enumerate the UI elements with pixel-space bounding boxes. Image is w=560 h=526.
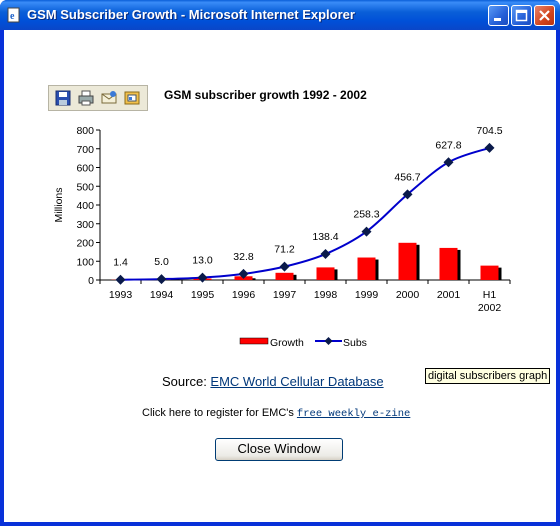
- subs-line: [120, 146, 490, 281]
- ie-page-icon: e: [7, 7, 20, 23]
- image-toolbar-bar: [48, 85, 148, 111]
- growth-bar: [275, 272, 294, 280]
- y-tick-label: 800: [76, 125, 94, 137]
- legend-subs-marker: [324, 337, 333, 345]
- export-icon[interactable]: [123, 89, 141, 107]
- source-prefix: Source:: [162, 374, 211, 389]
- subs-marker: [320, 249, 331, 260]
- subs-marker: [156, 274, 167, 285]
- legend-growth-label: Growth: [270, 337, 304, 349]
- subs-marker: [197, 272, 208, 283]
- subs-marker: [402, 189, 413, 200]
- growth-bar: [316, 267, 335, 280]
- x-tick-label: 1996: [232, 289, 256, 301]
- image-toolbar: [46, 53, 148, 111]
- email-icon[interactable]: [100, 89, 118, 107]
- subs-marker: [361, 226, 372, 237]
- x-tick-label: 2002: [478, 302, 502, 314]
- maximize-icon: [515, 9, 528, 22]
- subs-marker: [443, 157, 454, 168]
- data-label: 32.8: [233, 251, 254, 263]
- growth-bar: [357, 257, 376, 280]
- legend-growth-swatch: [239, 337, 269, 345]
- y-axis-label: Millions: [53, 187, 65, 222]
- print-icon[interactable]: [77, 89, 95, 107]
- x-tick-label: H1: [483, 289, 497, 301]
- legend-subs-label: Subs: [343, 337, 367, 349]
- window-title: GSM Subscriber Growth - Microsoft Intern…: [27, 7, 355, 22]
- subs-marker: [115, 274, 126, 285]
- data-label: 627.8: [435, 139, 461, 151]
- source-line: Source: EMC World Cellular Database: [162, 374, 384, 389]
- x-tick-label: 1993: [109, 289, 133, 301]
- x-tick-label: 1997: [273, 289, 297, 301]
- data-label: 138.4: [312, 231, 338, 243]
- y-tick-label: 600: [76, 163, 94, 175]
- data-label: 1.4: [113, 257, 128, 269]
- y-tick-label: 400: [76, 200, 94, 212]
- close-icon: [539, 10, 550, 21]
- close-window-x-button[interactable]: [534, 5, 555, 26]
- svg-text:e: e: [10, 11, 15, 22]
- y-tick-label: 100: [76, 256, 94, 268]
- subscriber-growth-chart: 0 100 200 300 400 500 600 700 800 1993 1994 1995 199…: [53, 125, 511, 349]
- x-tick-label: 1994: [150, 289, 174, 301]
- y-tick-label: 200: [76, 238, 94, 250]
- ezine-link[interactable]: free weekly e-zine: [296, 408, 411, 420]
- tooltip: digital subscribers graph: [425, 368, 551, 384]
- x-tick-label: 2000: [396, 289, 420, 301]
- y-tick-label: 0: [88, 275, 94, 287]
- data-label: 13.0: [192, 255, 213, 267]
- minimize-button[interactable]: [488, 5, 509, 26]
- growth-bar: [480, 265, 499, 280]
- source-link[interactable]: EMC World Cellular Database: [210, 374, 384, 389]
- minimize-icon: [494, 18, 501, 21]
- close-window-button[interactable]: Close Window: [215, 438, 343, 461]
- data-label: 71.2: [274, 244, 295, 256]
- x-tick-label: 1998: [314, 289, 338, 301]
- x-tick-label: 1999: [355, 289, 379, 301]
- maximize-button[interactable]: [511, 5, 532, 26]
- data-label: 258.3: [353, 209, 379, 221]
- subs-marker: [238, 268, 249, 279]
- data-label: 456.7: [394, 171, 420, 183]
- x-tick-label: 2001: [437, 289, 461, 301]
- data-label: 5.0: [154, 256, 169, 268]
- data-label: 704.5: [476, 125, 502, 137]
- register-line: Click here to register for EMC's free we…: [142, 407, 410, 420]
- subs-marker: [279, 261, 290, 272]
- save-icon[interactable]: [54, 89, 72, 107]
- y-tick-label: 500: [76, 181, 94, 193]
- register-prefix: Click here to register for EMC's: [142, 407, 297, 419]
- growth-bar: [398, 242, 417, 280]
- subs-marker: [484, 142, 495, 153]
- chart-title: GSM subscriber growth 1992 - 2002: [164, 88, 367, 102]
- x-tick-label: 1995: [191, 289, 215, 301]
- title-bar[interactable]: e GSM Subscriber Growth - Microsoft Inte…: [0, 0, 560, 30]
- y-tick-label: 300: [76, 219, 94, 231]
- growth-bar: [439, 247, 458, 280]
- y-tick-label: 700: [76, 144, 94, 156]
